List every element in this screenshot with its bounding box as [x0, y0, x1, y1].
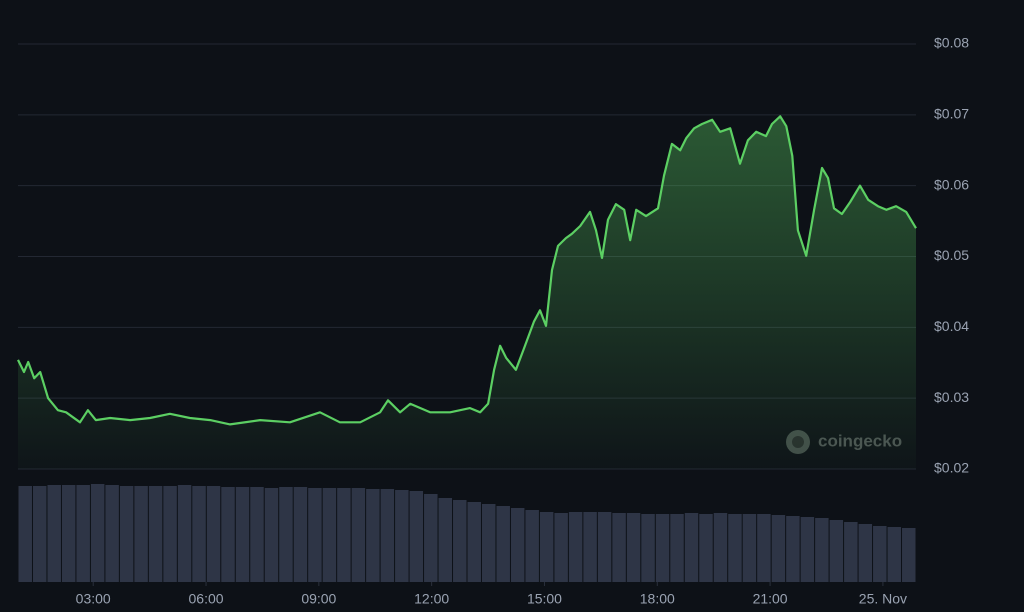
volume-bar	[655, 514, 670, 582]
volume-bar	[481, 504, 496, 582]
volume-bar	[670, 514, 684, 582]
watermark: coingecko	[786, 430, 902, 454]
volume-bar	[757, 514, 771, 582]
x-tick-label: 18:00	[640, 591, 675, 607]
volume-bar	[496, 506, 510, 582]
volume-bar	[829, 520, 844, 582]
volume-bar	[148, 486, 163, 582]
volume-bar	[438, 498, 453, 582]
volume-bar	[90, 484, 105, 582]
volume-bar	[206, 486, 221, 582]
volume-bar	[235, 487, 250, 582]
volume-bar	[409, 491, 424, 582]
volume-bar	[887, 527, 902, 582]
volume-bar	[873, 526, 887, 582]
volume-bar	[453, 500, 467, 582]
x-tick-label: 12:00	[414, 591, 449, 607]
y-tick-label: $0.03	[934, 389, 969, 405]
price-line	[17, 115, 917, 426]
watermark-text: coingecko	[818, 431, 902, 450]
volume-bar	[61, 485, 76, 582]
volume-bar	[221, 487, 235, 582]
x-tick-label: 06:00	[189, 591, 224, 607]
volume-bar	[105, 485, 119, 582]
volume-bar	[612, 513, 626, 582]
volume-bar	[525, 510, 539, 582]
volume-bar	[47, 485, 61, 582]
volume-bar	[815, 518, 829, 582]
x-tick-label: 03:00	[76, 591, 111, 607]
volume-bar	[380, 489, 395, 582]
x-tick-label: 21:00	[753, 591, 788, 607]
volume-bar	[902, 528, 916, 582]
volume-bar	[177, 485, 192, 582]
volume-bar	[699, 514, 713, 582]
volume-bar	[322, 488, 337, 582]
y-tick-label: $0.04	[934, 318, 969, 334]
volume-bar	[713, 513, 728, 582]
volume-bar	[467, 502, 481, 582]
volume-bar	[163, 486, 177, 582]
volume-bar	[119, 486, 134, 582]
volume-bar	[858, 524, 873, 582]
y-tick-label: $0.08	[934, 35, 969, 51]
volume-bar	[684, 513, 699, 582]
volume-bar	[510, 508, 525, 582]
volume-bar	[192, 486, 206, 582]
volume-bar	[32, 486, 47, 582]
volume-bar	[641, 514, 655, 582]
volume-bar	[554, 513, 568, 582]
x-tick-label: 25. Nov	[859, 591, 907, 607]
y-tick-label: $0.02	[934, 460, 969, 476]
volume-bar	[351, 488, 366, 582]
volume-bar	[337, 488, 351, 582]
price-area	[18, 116, 916, 470]
volume-bar	[786, 516, 800, 582]
volume-bar	[583, 512, 597, 582]
volume-bar	[742, 514, 757, 582]
volume-bar	[597, 512, 612, 582]
volume-bar	[424, 494, 438, 582]
axes: $0.02 $0.03 $0.04 $0.05 $0.06 $0.07 $0.08 03:00…	[76, 35, 970, 607]
y-tick-label: $0.05	[934, 247, 969, 263]
volume-bar	[134, 486, 148, 582]
volume-bar	[308, 488, 322, 582]
volume-bar	[395, 490, 409, 582]
x-tick-label: 15:00	[527, 591, 562, 607]
y-tick-label: $0.06	[934, 176, 969, 192]
volume-bar	[250, 487, 264, 582]
volume-bar	[366, 489, 380, 582]
watermark-logo-inner	[792, 436, 804, 448]
volume-bar	[539, 512, 554, 582]
volume-bar	[728, 514, 742, 582]
volume-bar	[293, 487, 308, 582]
volume-bar	[626, 513, 641, 582]
volume-bar	[568, 512, 583, 582]
volume-bar	[279, 487, 293, 582]
volume-bar	[844, 522, 858, 582]
volume-bar	[76, 485, 90, 582]
volume-bar	[264, 488, 279, 582]
volume-bars	[18, 484, 916, 582]
volume-bar	[771, 515, 786, 582]
x-tick-label: 09:00	[301, 591, 336, 607]
y-tick-label: $0.07	[934, 106, 969, 122]
volume-bar	[800, 517, 815, 582]
volume-bar	[18, 486, 32, 582]
plot	[17, 115, 917, 470]
